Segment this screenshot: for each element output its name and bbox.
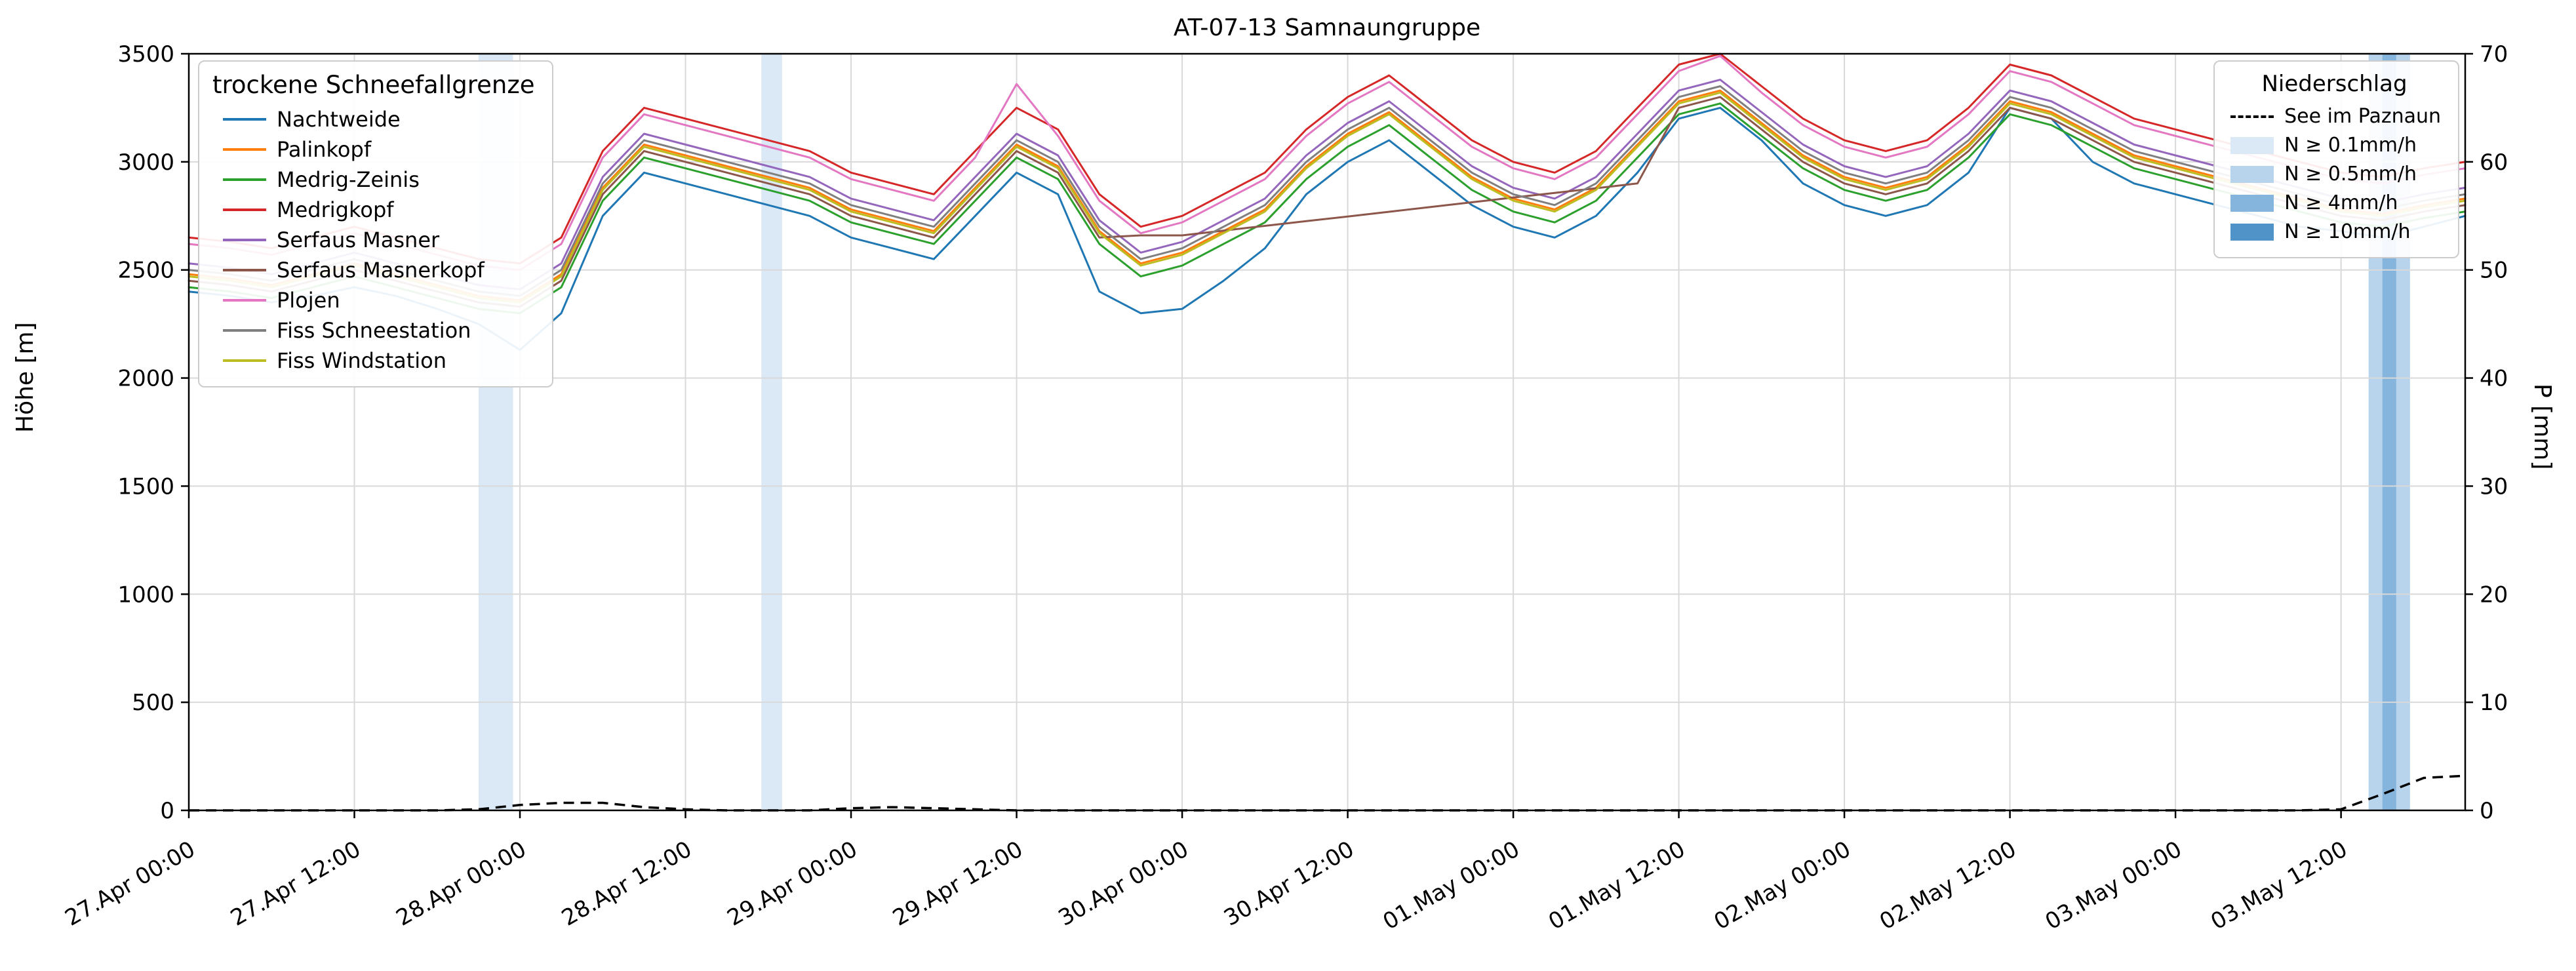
series-line-fiss-schneestation xyxy=(188,85,2467,297)
ytick-right: 50 xyxy=(2480,258,2508,284)
ytick-right: 60 xyxy=(2480,149,2508,176)
xtick-label: 30.Apr 00:00 xyxy=(1054,836,1193,931)
xtick-label: 29.Apr 12:00 xyxy=(888,836,1027,931)
chart-title: AT-07-13 Samnaungruppe xyxy=(1173,14,1481,41)
legend-item-serfaus-masner: Serfaus Masner xyxy=(212,225,535,255)
series-line-plojen xyxy=(188,54,2467,271)
dashed-line-swatch xyxy=(2230,115,2274,118)
legend-item-nachtweide: Nachtweide xyxy=(212,104,535,134)
ytick-left: 500 xyxy=(132,690,174,716)
ytick-right: 0 xyxy=(2480,798,2494,824)
ytick-left: 2500 xyxy=(117,258,174,284)
ytick-left: 3500 xyxy=(117,41,174,68)
xtick-label: 03.May 12:00 xyxy=(2206,836,2352,935)
legend-label: N ≥ 0.5mm/h xyxy=(2284,163,2417,186)
ytick-left: 3000 xyxy=(117,149,174,176)
ytick-right: 30 xyxy=(2480,473,2508,500)
legend-item-plojen: Plojen xyxy=(212,285,535,315)
line-swatch xyxy=(223,148,266,151)
legend-item-n-0-5: N ≥ 0.5mm/h xyxy=(2228,160,2441,189)
legend-label: Plojen xyxy=(277,288,340,313)
series-line-serfaus-masnerkopf xyxy=(188,96,2467,308)
legend-precipitation: Niederschlag See im Paznaun N ≥ 0.1mm/h … xyxy=(2213,60,2459,258)
legend-label: Fiss Schneestation xyxy=(277,318,471,343)
legend-right-title: Niederschlag xyxy=(2261,71,2408,97)
xtick-label: 28.Apr 12:00 xyxy=(557,836,696,931)
band-swatch xyxy=(2230,195,2274,212)
legend-item-palinkopf: Palinkopf xyxy=(212,134,535,165)
xtick-label: 27.Apr 00:00 xyxy=(61,836,200,931)
line-swatch xyxy=(223,178,266,181)
y-axis-label-right: P [mm] xyxy=(2529,384,2556,470)
line-swatch xyxy=(223,118,266,121)
legend-item-medrigkopf: Medrigkopf xyxy=(212,195,535,225)
ytick-left: 2000 xyxy=(117,366,174,392)
xtick-label: 01.May 12:00 xyxy=(1544,836,1690,935)
xtick-label: 02.May 00:00 xyxy=(1710,836,1855,935)
legend-item-fiss-schneestation: Fiss Schneestation xyxy=(212,315,535,346)
ytick-right: 70 xyxy=(2480,41,2508,68)
ytick-left: 1500 xyxy=(117,473,174,500)
series-line-nachtweide xyxy=(188,106,2467,351)
precip-line xyxy=(189,774,2466,812)
legend-label: Medrig-Zeinis xyxy=(277,167,420,192)
y-axis-label-left: Höhe [m] xyxy=(12,322,39,433)
legend-item-n-0-1: N ≥ 0.1mm/h xyxy=(2228,131,2441,160)
legend-item-serfaus-masnerkopf: Serfaus Masnerkopf xyxy=(212,255,535,285)
legend-label: N ≥ 0.1mm/h xyxy=(2284,134,2417,157)
legend-label: Palinkopf xyxy=(277,137,372,162)
series-line-fiss-windstation xyxy=(188,91,2467,304)
legend-item-n-4: N ≥ 4mm/h xyxy=(2228,189,2441,218)
legend-label: Serfaus Masnerkopf xyxy=(277,258,485,283)
ytick-right: 20 xyxy=(2480,582,2508,608)
xtick-label: 01.May 00:00 xyxy=(1379,836,1524,935)
ytick-right: 10 xyxy=(2480,690,2508,716)
series-line-serfaus-masner xyxy=(188,79,2467,290)
line-swatch xyxy=(223,239,266,241)
series-line-medrigkopf xyxy=(188,52,2467,265)
band-swatch xyxy=(2230,137,2274,154)
axes-frame xyxy=(188,52,2467,812)
xtick-label: 27.Apr 12:00 xyxy=(226,836,365,931)
line-swatch xyxy=(223,208,266,211)
ytick-right: 40 xyxy=(2480,366,2508,392)
legend-snowfall-lines: trockene Schneefallgrenze Nachtweide Pal… xyxy=(198,60,553,387)
band-swatch xyxy=(2230,166,2274,183)
legend-item-see-im-paznaun: See im Paznaun xyxy=(2228,102,2441,131)
xtick-label: 28.Apr 00:00 xyxy=(392,836,531,931)
legend-label: Fiss Windstation xyxy=(277,348,447,373)
legend-label: N ≥ 4mm/h xyxy=(2284,191,2398,214)
legend-left-title: trockene Schneefallgrenze xyxy=(212,71,535,99)
line-swatch xyxy=(223,269,266,271)
ytick-left: 1000 xyxy=(117,582,174,608)
legend-label: Serfaus Masner xyxy=(277,228,440,252)
line-swatch xyxy=(223,299,266,302)
legend-label: See im Paznaun xyxy=(2284,105,2441,128)
xtick-label: 03.May 00:00 xyxy=(2041,836,2187,935)
legend-item-medrig-zeinis: Medrig-Zeinis xyxy=(212,165,535,195)
ytick-left: 0 xyxy=(160,798,174,824)
band-swatch xyxy=(2230,224,2274,241)
series-line-medrig-zeinis xyxy=(188,102,2467,315)
legend-label: N ≥ 10mm/h xyxy=(2284,220,2411,243)
legend-label: Nachtweide xyxy=(277,107,401,132)
legend-item-n-10: N ≥ 10mm/h xyxy=(2228,218,2441,247)
legend-item-fiss-windstation: Fiss Windstation xyxy=(212,346,535,376)
legend-label: Medrigkopf xyxy=(277,197,394,222)
xtick-label: 02.May 12:00 xyxy=(1875,836,2021,935)
line-swatch xyxy=(223,359,266,362)
xtick-label: 30.Apr 12:00 xyxy=(1219,836,1358,931)
line-swatch xyxy=(223,329,266,332)
xtick-label: 29.Apr 00:00 xyxy=(723,836,862,931)
